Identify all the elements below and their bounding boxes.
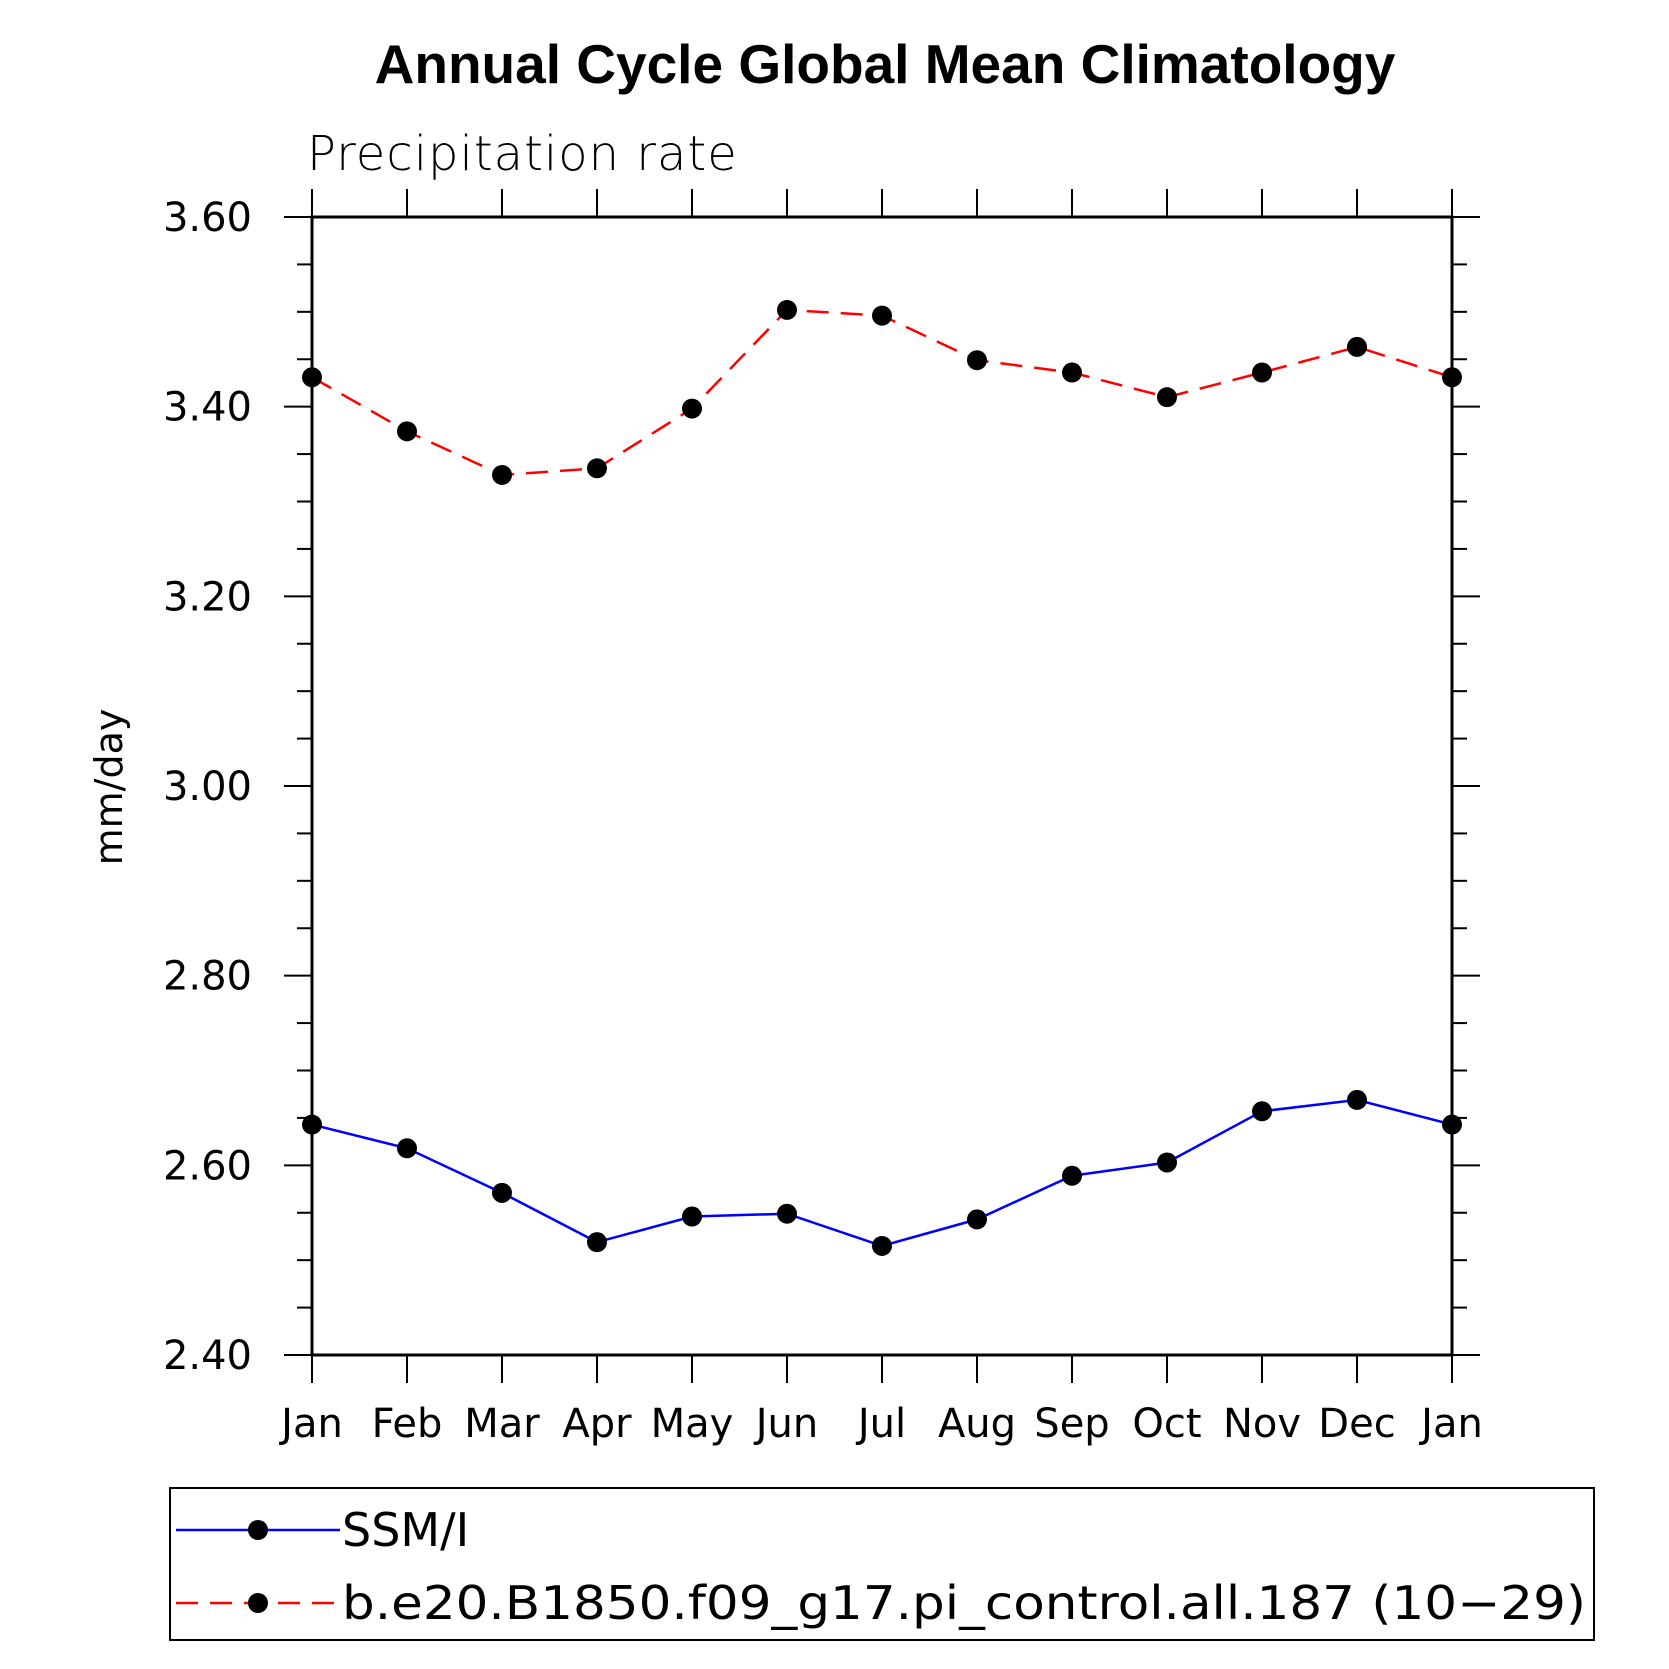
x-tick-label: Jan: [278, 1401, 343, 1447]
x-tick-label: May: [651, 1401, 734, 1447]
data-point-1-8: [1062, 362, 1082, 383]
y-axis-label: mm/day: [87, 709, 131, 866]
x-tick-labels: Jan Feb Mar Apr May Jun Jul Aug Sep Oct Nov Dec Jan: [278, 1401, 1483, 1447]
data-point-1-7: [967, 350, 987, 371]
data-point-1-0: [302, 367, 322, 388]
data-point-0-1: [397, 1138, 417, 1159]
y-tick-labels: 2.40 2.60 2.80 3.00 3.20 3.40 3.60: [163, 195, 252, 1379]
major-ticks: [284, 189, 1480, 1383]
data-point-0-5: [777, 1203, 797, 1224]
series-line-1: [311, 308, 1453, 477]
data-point-0-2: [492, 1182, 512, 1203]
x-tick-label: Mar: [464, 1401, 540, 1447]
data-point-0-3: [587, 1232, 607, 1253]
data-point-1-6: [872, 305, 892, 326]
data-point-1-1: [397, 421, 417, 442]
x-tick-label: Apr: [562, 1401, 632, 1447]
y-tick-label: 2.40: [163, 1333, 252, 1379]
x-tick-label: Jul: [855, 1401, 906, 1447]
x-tick-label: Aug: [938, 1401, 1016, 1447]
data-point-1-4: [682, 398, 702, 419]
data-point-0-10: [1252, 1101, 1272, 1122]
x-tick-label: Oct: [1132, 1401, 1201, 1447]
x-tick-label: Dec: [1318, 1401, 1395, 1447]
y-tick-label: 2.60: [163, 1143, 252, 1189]
data-point-1-12: [1442, 367, 1462, 388]
legend-marker-model: [248, 1593, 268, 1613]
data-point-1-3: [587, 458, 607, 479]
series-lines: [311, 308, 1453, 1248]
data-point-0-4: [682, 1206, 702, 1227]
series-line-0: [311, 1098, 1453, 1248]
x-tick-label: Feb: [372, 1401, 443, 1447]
y-tick-label: 3.60: [163, 195, 252, 241]
y-tick-label: 3.00: [163, 764, 252, 810]
data-point-0-7: [967, 1209, 987, 1230]
x-tick-label: Jan: [1418, 1401, 1483, 1447]
chart-subtitle: Precipitation rate: [307, 126, 738, 182]
data-point-0-12: [1442, 1114, 1462, 1135]
legend: SSM/I b.e20.B1850.f09_g17.pi_control.all…: [169, 1487, 1595, 1641]
y-tick-label: 3.40: [163, 385, 252, 431]
x-tick-label: Jun: [753, 1401, 819, 1447]
chart-title: Annual Cycle Global Mean Climatology: [375, 33, 1396, 95]
x-tick-label: Sep: [1034, 1401, 1109, 1447]
series-markers: [302, 299, 1462, 1256]
legend-label-ssmi: SSM/I: [342, 1503, 469, 1557]
data-point-1-11: [1347, 336, 1367, 357]
data-point-0-11: [1347, 1089, 1367, 1110]
data-point-1-10: [1252, 362, 1272, 383]
data-point-1-9: [1157, 387, 1177, 408]
y-tick-label: 3.20: [163, 574, 252, 620]
minor-ticks: [297, 263, 1467, 1309]
data-point-0-8: [1062, 1165, 1082, 1186]
legend-marker-ssmi: [248, 1520, 268, 1540]
legend-label-model: b.e20.B1850.f09_g17.pi_control.all.187 (…: [342, 1576, 1586, 1630]
data-point-1-2: [492, 464, 512, 485]
data-point-0-0: [302, 1114, 322, 1135]
y-tick-label: 2.80: [163, 954, 252, 1000]
data-point-0-9: [1157, 1152, 1177, 1173]
legend-box: [169, 1487, 1595, 1641]
x-tick-label: Nov: [1223, 1401, 1301, 1447]
data-point-0-6: [872, 1235, 892, 1256]
data-point-1-5: [777, 299, 797, 320]
